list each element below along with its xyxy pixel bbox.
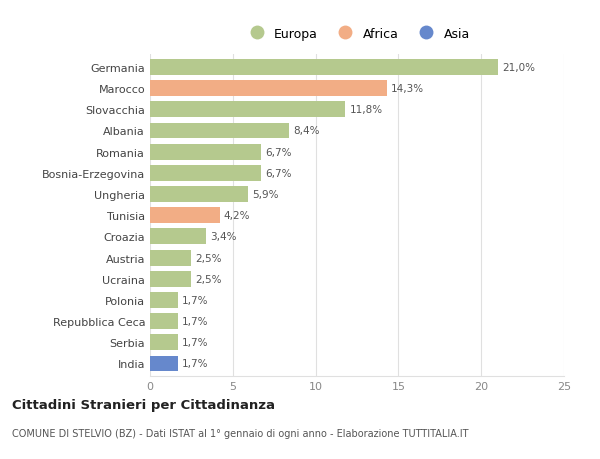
Bar bbox=[150, 102, 346, 118]
Text: 3,4%: 3,4% bbox=[211, 232, 237, 242]
Bar bbox=[150, 60, 498, 76]
Bar bbox=[150, 81, 387, 97]
Text: 1,7%: 1,7% bbox=[182, 358, 209, 369]
Text: 6,7%: 6,7% bbox=[265, 147, 292, 157]
Bar bbox=[150, 271, 191, 287]
Bar bbox=[150, 292, 178, 308]
Bar bbox=[150, 145, 261, 160]
Bar bbox=[150, 250, 191, 266]
Bar bbox=[150, 166, 261, 181]
Text: 1,7%: 1,7% bbox=[182, 295, 209, 305]
Text: 2,5%: 2,5% bbox=[196, 253, 222, 263]
Text: 4,2%: 4,2% bbox=[224, 211, 250, 221]
Bar bbox=[150, 208, 220, 224]
Text: 8,4%: 8,4% bbox=[293, 126, 320, 136]
Text: 1,7%: 1,7% bbox=[182, 337, 209, 347]
Bar bbox=[150, 335, 178, 351]
Text: 14,3%: 14,3% bbox=[391, 84, 424, 94]
Bar bbox=[150, 356, 178, 372]
Bar bbox=[150, 229, 206, 245]
Bar bbox=[150, 313, 178, 330]
Text: COMUNE DI STELVIO (BZ) - Dati ISTAT al 1° gennaio di ogni anno - Elaborazione TU: COMUNE DI STELVIO (BZ) - Dati ISTAT al 1… bbox=[12, 428, 469, 438]
Bar bbox=[150, 123, 289, 139]
Bar bbox=[150, 187, 248, 202]
Text: 11,8%: 11,8% bbox=[350, 105, 383, 115]
Text: 2,5%: 2,5% bbox=[196, 274, 222, 284]
Text: 1,7%: 1,7% bbox=[182, 316, 209, 326]
Text: 6,7%: 6,7% bbox=[265, 168, 292, 179]
Text: Cittadini Stranieri per Cittadinanza: Cittadini Stranieri per Cittadinanza bbox=[12, 398, 275, 412]
Legend: Europa, Africa, Asia: Europa, Africa, Asia bbox=[239, 23, 475, 46]
Text: 5,9%: 5,9% bbox=[252, 190, 278, 200]
Text: 21,0%: 21,0% bbox=[502, 63, 535, 73]
